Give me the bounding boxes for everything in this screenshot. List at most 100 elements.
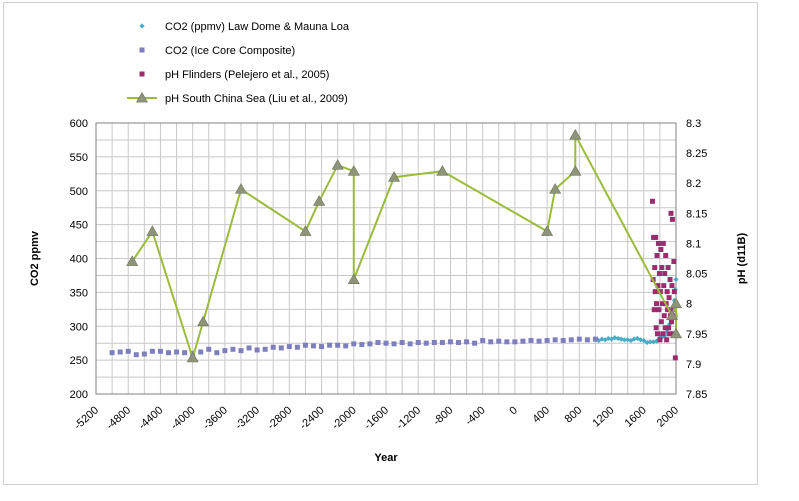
- y2-tick-label: 7.9: [686, 359, 701, 371]
- data-point: [641, 337, 647, 344]
- data-point: [669, 297, 683, 309]
- data-point: [520, 338, 526, 344]
- data-point: [605, 335, 611, 342]
- data-point: [109, 350, 115, 356]
- data-point: [347, 273, 360, 285]
- data-point: [512, 339, 518, 345]
- data-point: [230, 346, 236, 352]
- data-point: [661, 283, 667, 289]
- data-point: [197, 315, 210, 327]
- y2-tick-label: 8.15: [686, 208, 707, 220]
- legend-item: CO2 (Ice Core Composite): [139, 45, 295, 57]
- data-point: [668, 210, 674, 216]
- data-point: [278, 345, 284, 351]
- data-point: [234, 183, 248, 194]
- series-1: [109, 336, 598, 358]
- data-point: [657, 289, 663, 295]
- y2-tick-label: 8.1: [686, 238, 701, 250]
- data-point: [423, 340, 429, 346]
- data-point: [659, 334, 665, 340]
- data-point: [671, 289, 677, 295]
- data-point: [133, 352, 139, 358]
- data-point: [656, 307, 662, 313]
- data-point: [671, 259, 677, 265]
- legend-label: CO2 (Ice Core Composite): [165, 45, 295, 57]
- data-point: [654, 331, 660, 337]
- data-point: [669, 327, 683, 339]
- y-tick-label: 250: [70, 355, 88, 367]
- data-point: [568, 337, 574, 343]
- y-tick-label: 500: [70, 186, 88, 198]
- data-point: [634, 335, 640, 342]
- legend-box: [123, 6, 379, 98]
- data-point: [592, 336, 598, 342]
- data-point: [668, 319, 674, 325]
- data-point: [117, 349, 123, 355]
- data-point: [496, 338, 502, 344]
- data-point: [157, 348, 163, 354]
- data-point: [439, 340, 445, 346]
- data-point: [399, 340, 405, 346]
- data-point: [335, 342, 341, 348]
- data-point: [666, 295, 672, 301]
- data-point: [652, 265, 658, 271]
- data-point: [654, 301, 660, 307]
- data-point: [653, 325, 659, 331]
- data-point: [663, 329, 669, 335]
- y-axis-title: CO2 ppmv: [29, 230, 41, 286]
- data-point: [436, 165, 449, 176]
- data-point: [569, 165, 582, 176]
- data-point: [270, 344, 276, 350]
- y-axis-ticks: 200 250 300 350 400 450 500 550 600: [70, 118, 88, 401]
- data-point: [139, 23, 145, 29]
- data-point: [166, 350, 171, 356]
- data-point: [299, 225, 312, 236]
- data-point: [659, 301, 665, 307]
- data-point: [447, 339, 453, 345]
- y-tick-label: 600: [70, 118, 88, 130]
- series-layer: [109, 128, 683, 363]
- data-point: [347, 165, 360, 176]
- data-point: [625, 337, 631, 343]
- data-point: [655, 240, 661, 246]
- data-point: [139, 71, 145, 77]
- data-point: [388, 171, 401, 182]
- y2-tick-label: 8.2: [686, 178, 701, 190]
- data-point: [343, 343, 349, 349]
- y-tick-label: 400: [70, 254, 88, 266]
- data-point: [644, 339, 650, 346]
- data-point: [664, 289, 670, 295]
- data-point: [552, 337, 558, 343]
- data-point: [654, 338, 660, 344]
- data-point: [139, 47, 145, 53]
- legend-item: pH Flinders (Pelejero et al., 2005): [139, 69, 329, 81]
- data-point: [652, 289, 658, 295]
- y2-axis-ticks: 7.85 7.9 7.95 8 8.05 8.1 8.15 8.2 8.25 8.3: [686, 118, 707, 401]
- series-3: [126, 128, 683, 363]
- y2-tick-label: 7.85: [686, 389, 707, 401]
- data-point: [584, 337, 590, 343]
- data-point: [198, 349, 204, 355]
- x-axis-title: Year: [374, 452, 398, 464]
- y2-axis-title: pH (d11B): [736, 232, 748, 284]
- y2-tick-label: 7.95: [686, 329, 707, 341]
- data-point: [658, 319, 664, 325]
- data-point: [576, 336, 582, 342]
- data-point: [536, 338, 542, 344]
- data-point: [319, 344, 325, 350]
- data-point: [628, 337, 634, 344]
- data-point: [602, 337, 608, 343]
- data-point: [286, 344, 292, 350]
- data-point: [174, 349, 180, 355]
- data-point: [647, 339, 653, 345]
- data-point: [528, 337, 534, 343]
- data-point: [663, 252, 669, 258]
- y-tick-label: 350: [70, 287, 88, 299]
- data-point: [186, 351, 199, 363]
- data-point: [544, 337, 550, 343]
- data-point: [662, 325, 668, 331]
- data-point: [608, 336, 615, 342]
- data-point: [504, 339, 510, 345]
